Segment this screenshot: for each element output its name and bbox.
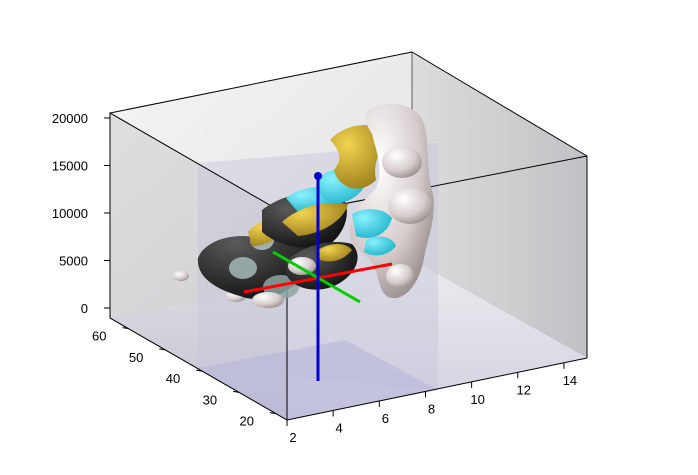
surface-cyan-right bbox=[352, 209, 392, 238]
z-axis-tick-label: 10000 bbox=[52, 206, 88, 221]
surface-blob-small bbox=[173, 271, 189, 281]
x-axis-tick-label: 2 bbox=[289, 430, 296, 445]
z-axis-tick-label: 5000 bbox=[59, 254, 88, 269]
z-axis-ticks: 0 5000 10000 15000 20000 bbox=[52, 111, 110, 316]
surface-cyan-low bbox=[364, 236, 396, 256]
y-axis-tick-label: 50 bbox=[129, 350, 143, 365]
x-axis-tick-label: 14 bbox=[563, 373, 577, 388]
y-axis-tick-label: 30 bbox=[203, 392, 217, 407]
surface-silver-bottom bbox=[252, 292, 284, 308]
surface-gold-top bbox=[330, 125, 388, 189]
plot-box bbox=[109, 51, 588, 421]
y-axis-tick-label: 60 bbox=[92, 329, 106, 344]
y-axis-tick-mark bbox=[122, 327, 129, 330]
y-axis-tick-mark bbox=[159, 348, 166, 351]
surface-silver-bulge-2 bbox=[382, 146, 422, 178]
surface-silver-bulge bbox=[388, 188, 432, 224]
x-axis-tick-label: 6 bbox=[382, 411, 389, 426]
x-axis-tick-label: 4 bbox=[336, 420, 343, 435]
x-axis-tick-label: 8 bbox=[428, 401, 435, 416]
surface-silver-right-low bbox=[386, 264, 414, 288]
y-axis-ticks: 20 30 40 50 60 bbox=[92, 327, 277, 429]
surface-gold-core bbox=[318, 244, 352, 262]
z-axis-tick-label: 15000 bbox=[52, 159, 88, 174]
z-axis-tick-label: 20000 bbox=[52, 111, 88, 126]
isosurface bbox=[173, 103, 434, 308]
y-axis-tick-mark bbox=[196, 369, 203, 372]
right-wall bbox=[412, 52, 587, 358]
y-axis-tick-label: 20 bbox=[239, 414, 253, 429]
axis-lines bbox=[243, 172, 393, 381]
y-axis-tick-label: 40 bbox=[166, 371, 180, 386]
z-axis-end bbox=[314, 172, 322, 180]
x-axis-tick-label: 12 bbox=[517, 382, 531, 397]
x-axis-tick-label: 10 bbox=[470, 392, 484, 407]
surface-gold-mid bbox=[282, 202, 348, 236]
surface-silver-core bbox=[288, 257, 316, 275]
z-axis-tick-label: 0 bbox=[81, 301, 88, 316]
surface-blob-grey bbox=[229, 257, 257, 279]
y-axis-tick-mark bbox=[232, 390, 240, 393]
x-axis-ticks: 2 4 6 8 10 12 14 bbox=[286, 362, 577, 445]
y-axis-tick-mark bbox=[269, 412, 277, 415]
